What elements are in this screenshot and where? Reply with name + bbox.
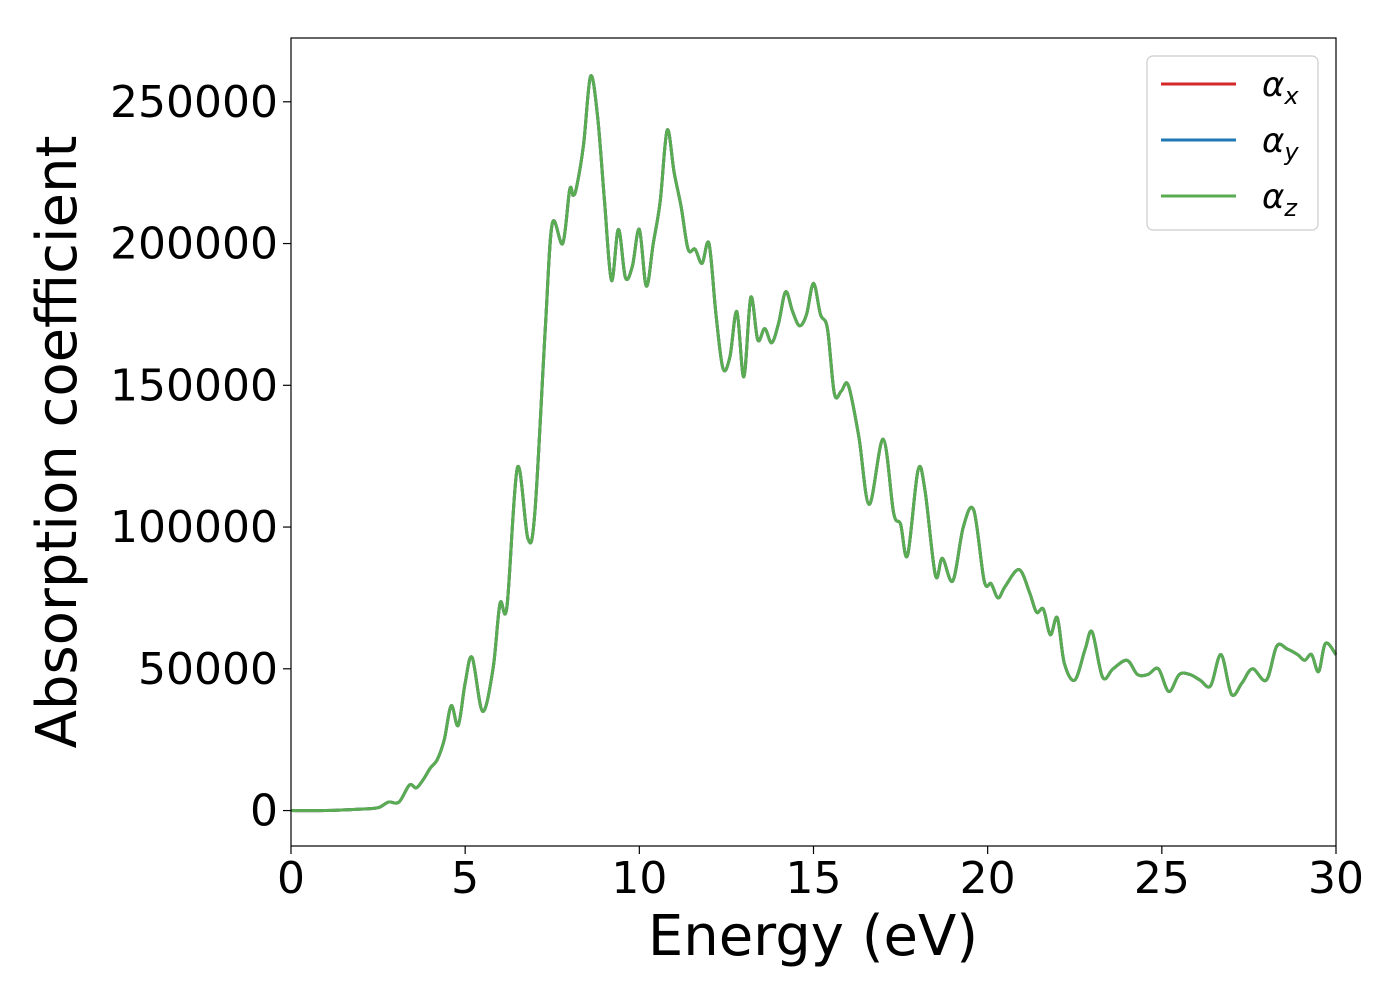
legend-box — [1146, 55, 1319, 231]
y-tick-label: 0 — [250, 786, 278, 837]
y-tick-label: 50000 — [138, 644, 278, 695]
x-axis-ticks: 0 5 10 15 20 25 30 — [277, 846, 1364, 904]
y-axis-ticks: 0 50000 100000 150000 200000 250000 — [110, 77, 291, 837]
y-axis-title: Absorption coefficient — [25, 136, 90, 749]
x-tick-label: 5 — [451, 853, 479, 904]
x-tick-label: 25 — [1134, 853, 1190, 904]
series-layer — [290, 74, 1338, 813]
x-axis-title: Energy (eV) — [648, 904, 978, 969]
series-line-3 — [290, 74, 1338, 813]
x-tick-label: 10 — [611, 853, 667, 904]
x-tick-label: 20 — [960, 853, 1016, 904]
y-tick-label: 250000 — [110, 77, 278, 128]
x-tick-label: 30 — [1308, 853, 1364, 904]
y-tick-label: 200000 — [110, 219, 278, 270]
x-tick-label: 0 — [277, 853, 305, 904]
x-tick-label: 15 — [786, 853, 842, 904]
y-tick-label: 100000 — [110, 502, 278, 553]
y-tick-label: 150000 — [110, 360, 278, 411]
